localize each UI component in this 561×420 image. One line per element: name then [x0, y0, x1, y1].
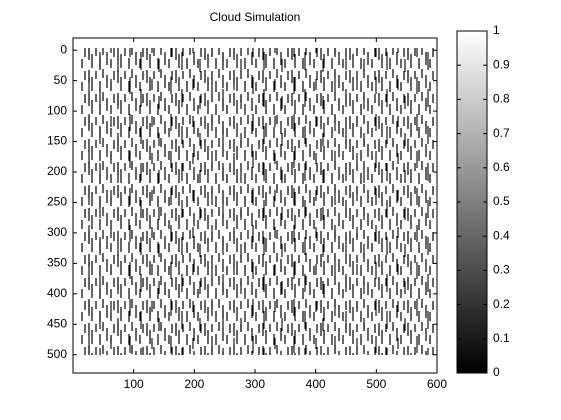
colorbar-tick-label: 0.8 [493, 92, 510, 106]
colorbar-tick-label: 0.9 [493, 57, 510, 71]
x-tick-label: 600 [427, 377, 447, 391]
y-tick-label: 250 [47, 195, 67, 209]
x-tick-label: 200 [184, 377, 204, 391]
x-tick-label: 400 [306, 377, 326, 391]
colorbar-tick-label: 0.3 [493, 263, 510, 277]
colorbar-tick-label: 0.2 [493, 297, 510, 311]
colorbar-tick-label: 0.7 [493, 126, 510, 140]
chart-title: Cloud Simulation [210, 10, 301, 24]
x-tick-label: 100 [124, 377, 144, 391]
y-tick-label: 500 [47, 347, 67, 361]
colorbar-tick-label: 0.5 [493, 194, 510, 208]
y-tick-label: 100 [47, 103, 67, 117]
y-tick-label: 300 [47, 225, 67, 239]
colorbar-tick-label: 1 [493, 23, 500, 37]
y-tick-label: 400 [47, 286, 67, 300]
colorbar-tick-label: 0.6 [493, 160, 510, 174]
y-tick-label: 350 [47, 256, 67, 270]
image-texture [79, 48, 435, 355]
y-tick-label: 50 [54, 73, 68, 87]
colorbar-tick-label: 0.4 [493, 228, 510, 242]
x-tick-label: 300 [245, 377, 265, 391]
colorbar-tick-label: 0.1 [493, 331, 510, 345]
colorbar [456, 30, 488, 374]
y-tick-label: 150 [47, 134, 67, 148]
y-tick-label: 200 [47, 164, 67, 178]
y-tick-label: 0 [60, 42, 67, 56]
colorbar-tick-label: 0 [493, 365, 500, 379]
y-tick-label: 450 [47, 316, 67, 330]
x-tick-label: 500 [366, 377, 386, 391]
